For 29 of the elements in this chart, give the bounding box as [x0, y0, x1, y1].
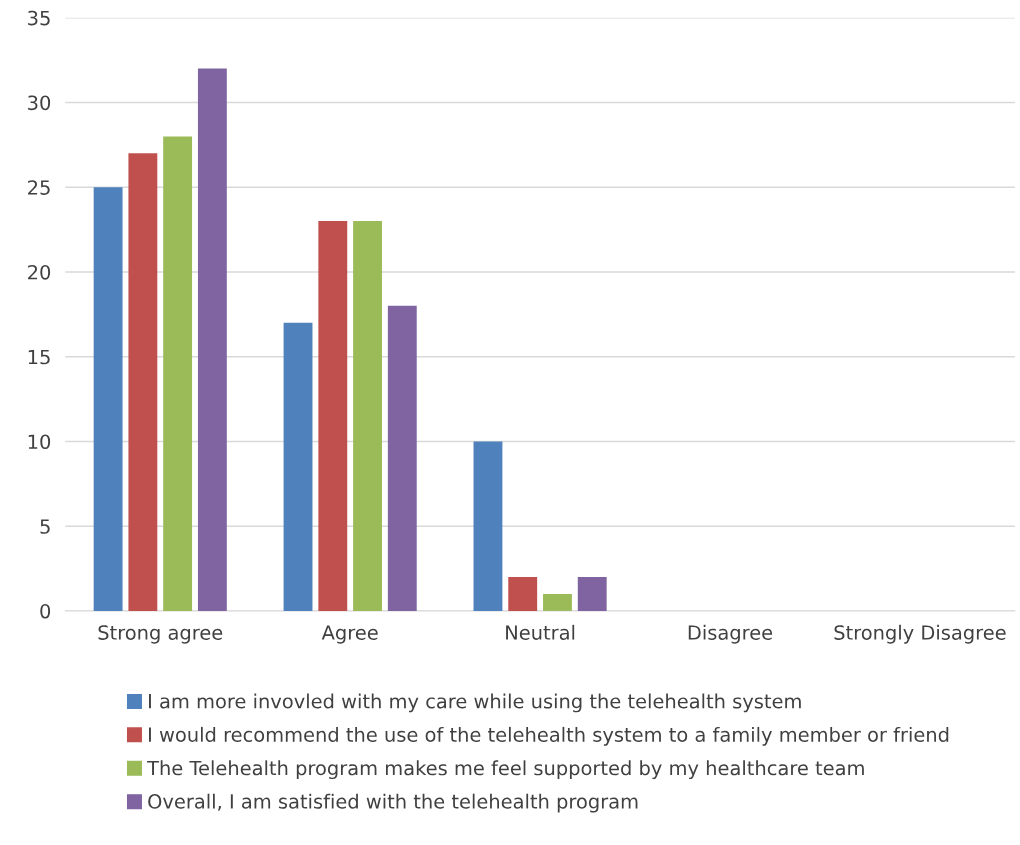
- bar: [163, 136, 193, 611]
- bar: [577, 577, 607, 611]
- x-tick-label: Disagree: [688, 624, 773, 644]
- y-tick-label: 35: [28, 10, 50, 26]
- legend-label: I would recommend the use of the telehealth system to a family member or friend: [149, 726, 949, 746]
- legend-label: The Telehealth program makes me feel supported by my healthcare team: [147, 760, 864, 780]
- legend-label: I am more invovled with my care while using the telehealth system: [149, 693, 801, 713]
- bar: [128, 153, 158, 611]
- x-tick-label: Agree: [321, 625, 378, 644]
- bar: [473, 441, 503, 611]
- x-tick-label: Neutral: [506, 624, 575, 640]
- bar: [353, 221, 382, 611]
- y-tick-label: 30: [28, 95, 51, 111]
- x-tick-label: Strong agree: [98, 625, 223, 644]
- y-tick-label: 15: [28, 349, 50, 365]
- legend-label: Overall, I am satisfied with the telehealth program: [148, 793, 638, 813]
- bar: [318, 221, 348, 611]
- x-tick-label: Strongly Disagree: [834, 624, 1006, 644]
- y-tick-label: 0: [40, 603, 51, 619]
- bar: [93, 187, 123, 611]
- y-tick-label: 20: [28, 264, 51, 280]
- y-tick-label: 25: [28, 180, 50, 195]
- bar: [387, 305, 417, 611]
- y-tick-label: 10: [28, 434, 51, 450]
- bar: [543, 593, 572, 611]
- bar: [508, 577, 538, 611]
- bar: [283, 322, 313, 611]
- bar: [197, 68, 227, 611]
- y-tick-label: 5: [40, 519, 50, 534]
